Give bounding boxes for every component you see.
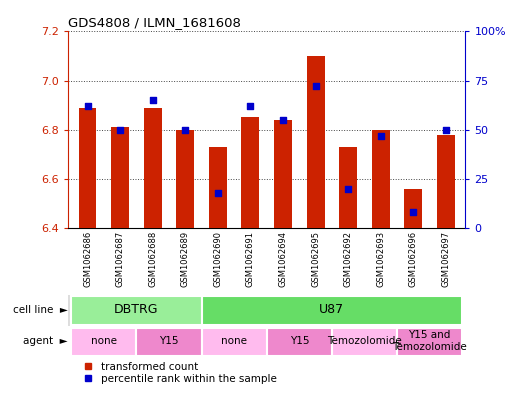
Text: none: none [91,336,117,346]
Point [442,127,450,133]
Bar [176,130,194,228]
Point [214,189,222,196]
Bar [306,56,325,228]
Point [116,127,124,133]
Bar [332,328,397,356]
Bar [71,328,137,356]
Bar [372,130,390,228]
Text: DBTRG: DBTRG [114,303,158,316]
Bar [274,120,292,228]
Bar [339,147,357,228]
Text: agent  ►: agent ► [24,336,68,346]
Text: none: none [221,336,247,346]
Text: Y15: Y15 [159,336,179,346]
Point [149,97,157,103]
Bar [111,127,129,228]
Bar [201,296,462,325]
Point [181,127,189,133]
Bar [201,328,267,356]
Text: Y15 and
Temozolomide: Y15 and Temozolomide [392,331,467,352]
Point [83,103,92,109]
Point [311,83,320,90]
Point [377,132,385,139]
Point [279,117,287,123]
Text: Temozolomide: Temozolomide [327,336,402,346]
Text: Y15: Y15 [290,336,309,346]
Bar [267,328,332,356]
Point [344,185,353,192]
Text: cell line  ►: cell line ► [13,305,68,315]
Bar [397,328,462,356]
Text: U87: U87 [320,303,345,316]
Bar [71,296,201,325]
Bar [242,118,259,228]
Bar [137,328,201,356]
Text: GDS4808 / ILMN_1681608: GDS4808 / ILMN_1681608 [68,16,241,29]
Bar [404,189,422,228]
Bar [209,147,227,228]
Point [246,103,255,109]
Point [409,209,417,215]
Bar [437,135,455,228]
Bar [78,108,97,228]
Legend: transformed count, percentile rank within the sample: transformed count, percentile rank withi… [73,358,281,388]
Bar [144,108,162,228]
